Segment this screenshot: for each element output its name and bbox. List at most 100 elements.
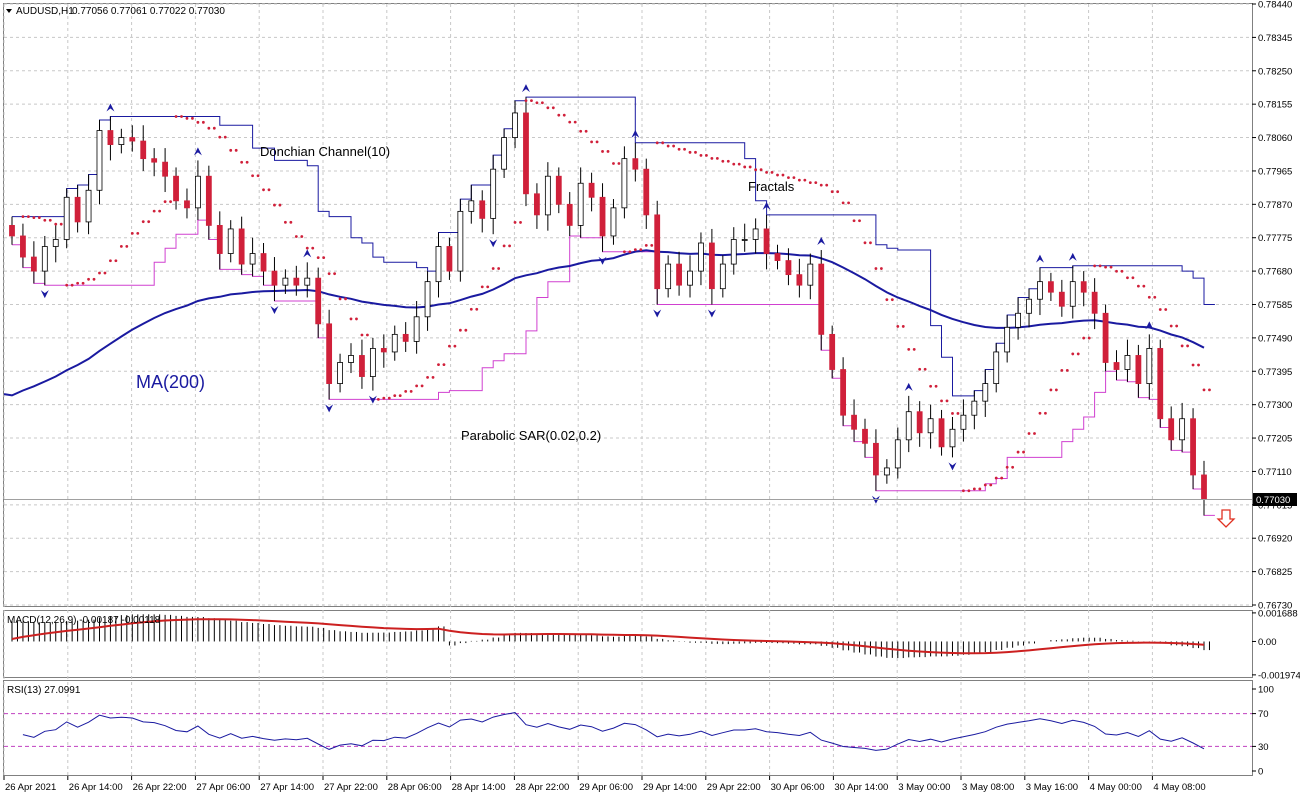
- x-tick-label: 27 Apr 06:00: [196, 782, 250, 793]
- rsi-label: RSI(13) 27.0991: [7, 685, 81, 696]
- candle-body: [851, 414, 857, 430]
- sar-dot: [223, 135, 227, 139]
- candle-body: [85, 189, 92, 223]
- candle-body: [807, 263, 814, 286]
- candle-body: [763, 228, 770, 254]
- sar-dot: [1011, 465, 1015, 469]
- last-price-label: 0.77030: [1256, 495, 1290, 506]
- sar-dot: [535, 101, 539, 105]
- candle-body: [894, 439, 901, 469]
- sar-dot: [130, 231, 134, 235]
- candle-body: [1091, 291, 1098, 314]
- ma-annotation: MA(200): [136, 372, 205, 392]
- rsi-tick-label: 0: [1258, 767, 1263, 778]
- sar-dot: [650, 243, 654, 247]
- candle-body: [501, 137, 508, 170]
- sar-dot: [962, 489, 965, 493]
- fractal-up-arrow: [762, 201, 771, 210]
- sar-dot: [229, 148, 233, 152]
- sar-dot: [163, 200, 167, 204]
- candle-body: [719, 263, 726, 290]
- sar-dot: [1016, 450, 1020, 454]
- candle-body: [468, 200, 475, 212]
- x-tick-label: 29 Apr 14:00: [643, 782, 697, 793]
- candle-body: [238, 228, 245, 265]
- sar-dot: [1109, 265, 1113, 269]
- candle-body: [337, 362, 343, 384]
- candle-body: [107, 130, 114, 145]
- macd-panel[interactable]: [3, 610, 1253, 678]
- macd-indicator: 0.001688 0.00 -0.001974: [11, 608, 1300, 681]
- sar-dot: [551, 106, 555, 110]
- ohlc-readout: 0.77056 0.77061 0.77022 0.77030: [72, 6, 225, 17]
- sar-dot: [262, 188, 265, 192]
- sar-dot: [754, 168, 758, 172]
- sar-dot: [442, 363, 446, 367]
- macd-tick-label: -0.001974: [1258, 670, 1300, 681]
- donchian-upper-line: [12, 96, 1215, 397]
- sar-dot: [415, 384, 419, 388]
- candle-body: [216, 225, 223, 254]
- sar-dot: [1076, 352, 1080, 356]
- sar-dot: [694, 150, 697, 154]
- x-tick-label: 28 Apr 06:00: [388, 782, 442, 793]
- sar-dot: [1000, 476, 1004, 480]
- sar-dot: [978, 487, 982, 491]
- sar-dot: [420, 384, 424, 388]
- candle-body: [162, 161, 169, 177]
- symbol-dropdown-icon[interactable]: [6, 9, 12, 13]
- rsi-panel[interactable]: [3, 680, 1253, 776]
- sar-dot: [661, 141, 665, 145]
- candle-body: [599, 196, 606, 237]
- sar-dot: [863, 241, 867, 245]
- candle-body: [435, 246, 442, 283]
- sar-dot: [874, 267, 878, 270]
- sar-dot: [141, 220, 145, 224]
- sar-dot: [595, 140, 599, 144]
- x-tick-label: 3 May 00:00: [898, 782, 950, 793]
- candle-body: [1069, 281, 1076, 307]
- sar-dot: [201, 120, 205, 124]
- sar-dot: [639, 248, 643, 252]
- candle-body: [293, 277, 300, 286]
- sar-dot: [617, 162, 621, 165]
- sar-dot: [289, 220, 293, 224]
- donchian-annotation: Donchian Channel(10): [260, 144, 390, 159]
- candle-body: [20, 235, 26, 258]
- candle-body: [1157, 348, 1164, 420]
- sar-dot: [234, 148, 238, 152]
- sar-dot: [584, 129, 588, 133]
- sar-dot: [1038, 411, 1042, 415]
- x-tick-label: 4 May 08:00: [1153, 782, 1205, 793]
- candle-body: [129, 137, 136, 142]
- rsi-indicator: 100 70 30 0: [4, 685, 1274, 778]
- fractal-down-arrow: [948, 462, 957, 471]
- sar-dot: [37, 216, 41, 220]
- fractals: [40, 84, 1154, 504]
- fractal-down-arrow: [707, 309, 716, 318]
- sar-dot: [245, 160, 249, 164]
- sar-dot: [612, 162, 615, 165]
- sar-dot: [278, 203, 282, 207]
- fractal-down-arrow: [40, 290, 49, 299]
- candle-body: [424, 281, 431, 318]
- y-tick-label: 0.77965: [1258, 166, 1292, 177]
- candle-body: [1080, 281, 1087, 293]
- sar-dot: [305, 246, 309, 250]
- sar-annotation: Parabolic SAR(0.02,0.2): [461, 428, 601, 443]
- candle-body: [796, 274, 803, 286]
- candle-body: [708, 242, 715, 290]
- y-tick-label: 0.77110: [1258, 467, 1292, 478]
- candle-body: [173, 175, 179, 202]
- last-price-box: [1253, 493, 1297, 506]
- candle-body: [74, 196, 81, 223]
- fractal-up-arrow: [1068, 252, 1077, 261]
- sar-dot: [508, 244, 511, 248]
- sar-dot: [989, 483, 993, 487]
- candle-body: [315, 277, 322, 325]
- sar-dot: [934, 384, 938, 388]
- fractals-annotation: Fractals: [748, 179, 795, 194]
- fractal-up-arrow: [904, 382, 913, 391]
- sar-dot: [1208, 388, 1211, 392]
